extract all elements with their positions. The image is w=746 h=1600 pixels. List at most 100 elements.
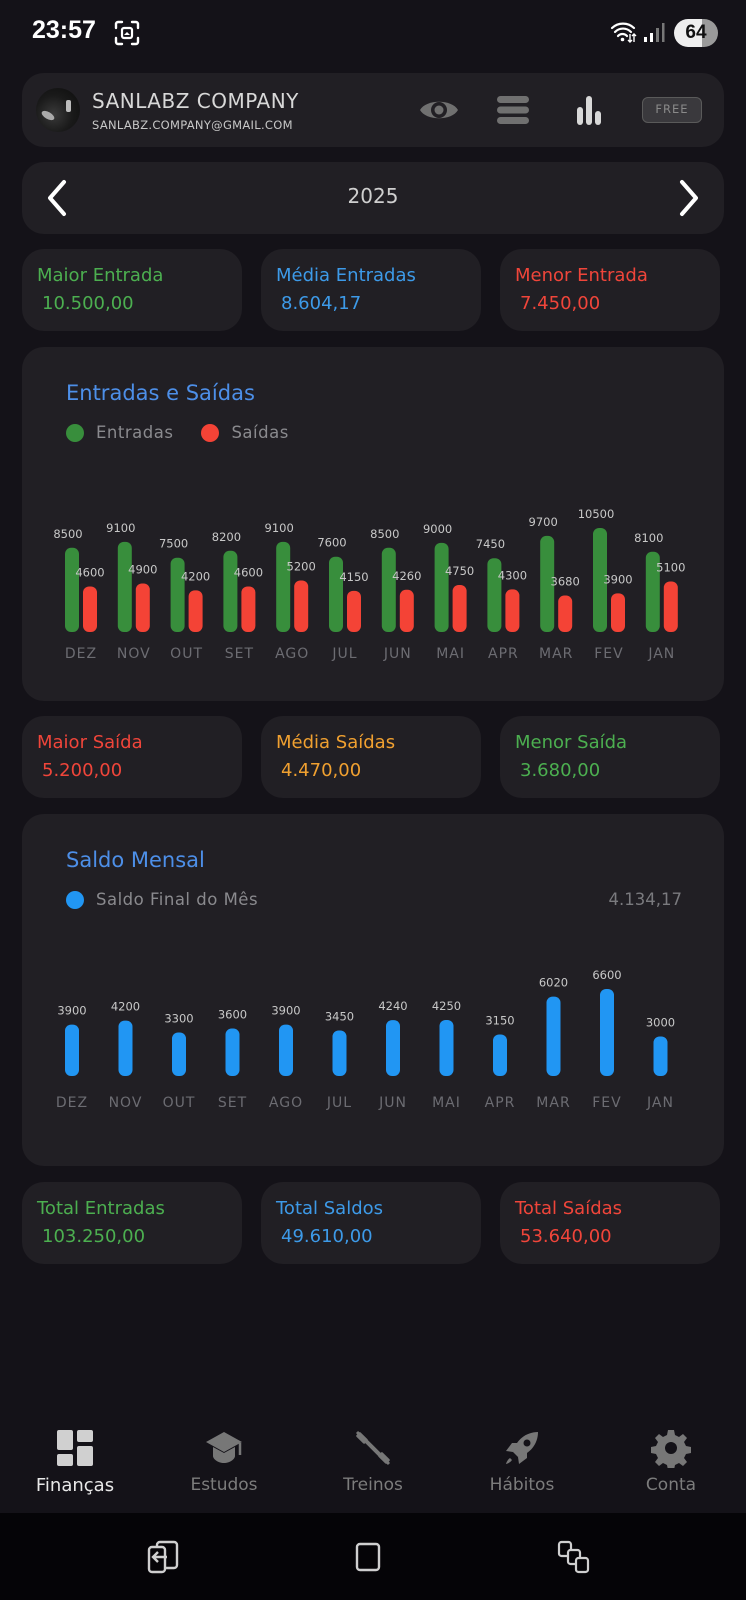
bar-entradas: [487, 558, 502, 632]
x-tick-label: JAN: [647, 646, 675, 662]
bar-saldofinaldoms: [600, 989, 614, 1076]
data-label: 4150: [339, 570, 368, 584]
bar-sadas: [135, 583, 150, 632]
stat-card-total-saldos: Total Saldos 49.610,00: [261, 1182, 481, 1264]
bar-chart-icon[interactable]: [568, 91, 610, 129]
bar-entradas: [434, 542, 449, 632]
stat-card-menor-entrada: Menor Entrada 7.450,00: [500, 249, 720, 331]
data-label: 9100: [265, 521, 294, 535]
x-tick-label: MAR: [539, 646, 573, 662]
legend-item-entradas: Entradas: [66, 423, 173, 442]
bar-saldofinaldoms: [118, 1020, 133, 1076]
x-tick-label: NOV: [117, 646, 151, 662]
data-label: 4200: [111, 1000, 140, 1014]
back-icon[interactable]: [145, 1539, 181, 1575]
entradas-saidas-chart-card: Entradas e Saídas Entradas Saídas DEZ 850…: [22, 347, 724, 701]
x-tick-label: DEZ: [56, 1095, 88, 1111]
data-label: 4200: [181, 569, 210, 583]
data-label: 3150: [485, 1013, 514, 1027]
nav-item-financas[interactable]: Finanças: [0, 1400, 150, 1513]
chevron-left-icon[interactable]: [40, 176, 76, 220]
data-label: 3900: [271, 1004, 300, 1018]
plan-badge[interactable]: FREE: [642, 97, 702, 123]
data-label: 4240: [378, 999, 407, 1013]
stat-value: 49.610,00: [281, 1226, 373, 1247]
legend-label: Saídas: [231, 423, 289, 442]
bar-sadas: [347, 590, 361, 632]
screenshot-icon: [114, 20, 140, 46]
nav-label: Conta: [645, 1475, 697, 1495]
chart-legend: Entradas Saídas: [66, 423, 317, 442]
home-icon[interactable]: [350, 1539, 386, 1575]
stat-card-media-saidas: Média Saídas 4.470,00: [261, 716, 481, 798]
x-tick-label: FEV: [592, 1095, 621, 1111]
stat-label: Menor Saída: [515, 732, 628, 753]
bar-entradas: [329, 556, 343, 632]
stat-value: 10.500,00: [42, 293, 134, 314]
bar-entradas: [381, 547, 396, 632]
menu-icon[interactable]: [492, 91, 534, 129]
nav-label: Finanças: [35, 1475, 115, 1496]
dumbbell-icon: [355, 1430, 391, 1466]
chevron-right-icon[interactable]: [670, 176, 706, 220]
x-tick-label: OUT: [170, 646, 203, 662]
legend-item-saidas: Saídas: [201, 423, 288, 442]
data-label: 3000: [646, 1015, 675, 1029]
x-tick-label: FEV: [594, 646, 623, 662]
chart-title: Entradas e Saídas: [66, 381, 255, 405]
company-email: SANLABZ.COMPANY@GMAIL.COM: [92, 118, 293, 132]
legend-dot-green: [66, 423, 84, 442]
nav-item-estudos[interactable]: Estudos: [149, 1400, 299, 1513]
gear-icon: [651, 1430, 691, 1468]
recents-icon[interactable]: [556, 1539, 592, 1575]
bar-saldofinaldoms: [653, 1036, 668, 1076]
nav-label: Estudos: [190, 1475, 258, 1495]
x-tick-label: APR: [488, 646, 519, 662]
graduation-cap-icon: [206, 1432, 242, 1463]
stat-card-media-entradas: Média Entradas 8.604,17: [261, 249, 481, 331]
bar-saldofinaldoms: [439, 1019, 454, 1076]
data-label: 4260: [392, 569, 421, 583]
bar-sadas: [663, 581, 678, 632]
x-tick-label: DEZ: [65, 646, 97, 662]
x-tick-label: JUN: [383, 646, 412, 662]
stat-value: 3.680,00: [520, 760, 601, 781]
data-label: 6600: [592, 968, 621, 982]
data-label: 5100: [656, 560, 685, 574]
bar-saldofinaldoms: [493, 1034, 507, 1076]
nav-item-treinos[interactable]: Treinos: [298, 1400, 448, 1513]
eye-icon[interactable]: [418, 91, 460, 129]
x-tick-label: OUT: [163, 1095, 196, 1111]
bar-sadas: [452, 584, 467, 632]
legend-average-value: 4.134,17: [608, 890, 682, 909]
data-label: 4600: [234, 565, 263, 579]
data-label: 9100: [106, 521, 135, 535]
data-label: 9700: [529, 515, 558, 529]
bar-entradas: [276, 541, 291, 632]
bar-entradas: [170, 557, 185, 632]
data-label: 3680: [551, 575, 580, 589]
stat-label: Total Saídas: [515, 1198, 623, 1219]
nav-item-conta[interactable]: Conta: [596, 1400, 746, 1513]
avatar[interactable]: [36, 88, 80, 132]
x-tick-label: AGO: [269, 1095, 303, 1111]
nav-item-habitos[interactable]: Hábitos: [447, 1400, 597, 1513]
data-label: 4300: [498, 568, 527, 582]
bar-sadas: [241, 586, 256, 632]
stat-label: Média Saídas: [276, 732, 396, 753]
data-label: 7450: [476, 537, 505, 551]
bar-entradas: [223, 550, 238, 632]
bar-entradas: [593, 528, 607, 632]
data-label: 8500: [370, 527, 399, 541]
x-tick-label: JAN: [646, 1095, 674, 1111]
x-tick-label: MAI: [436, 646, 465, 662]
bar-sadas: [611, 593, 625, 632]
company-name: SANLABZ COMPANY: [92, 89, 299, 113]
bar-sadas: [83, 586, 97, 632]
dashboard-icon: [57, 1430, 93, 1466]
year-label: 2025: [347, 184, 399, 208]
stat-card-maior-saida: Maior Saída 5.200,00: [22, 716, 242, 798]
bar-saldofinaldoms: [225, 1028, 240, 1076]
system-navigation-bar: [0, 1513, 746, 1600]
profile-header: SANLABZ COMPANY SANLABZ.COMPANY@GMAIL.CO…: [22, 73, 724, 147]
